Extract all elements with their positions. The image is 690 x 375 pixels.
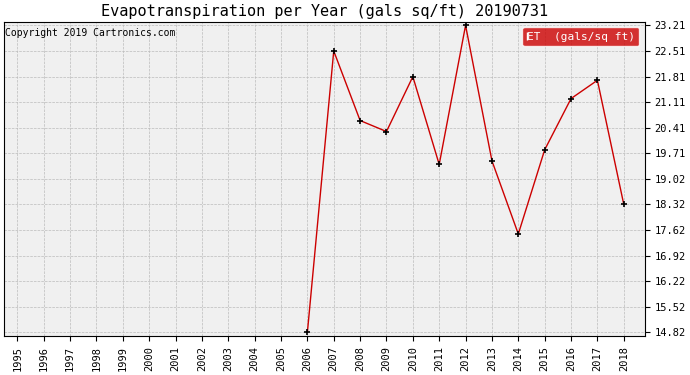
Title: Evapotranspiration per Year (gals sq/ft) 20190731: Evapotranspiration per Year (gals sq/ft)… bbox=[101, 4, 548, 19]
Legend: ET  (gals/sq ft): ET (gals/sq ft) bbox=[522, 27, 640, 46]
Text: Copyright 2019 Cartronics.com: Copyright 2019 Cartronics.com bbox=[6, 28, 176, 38]
